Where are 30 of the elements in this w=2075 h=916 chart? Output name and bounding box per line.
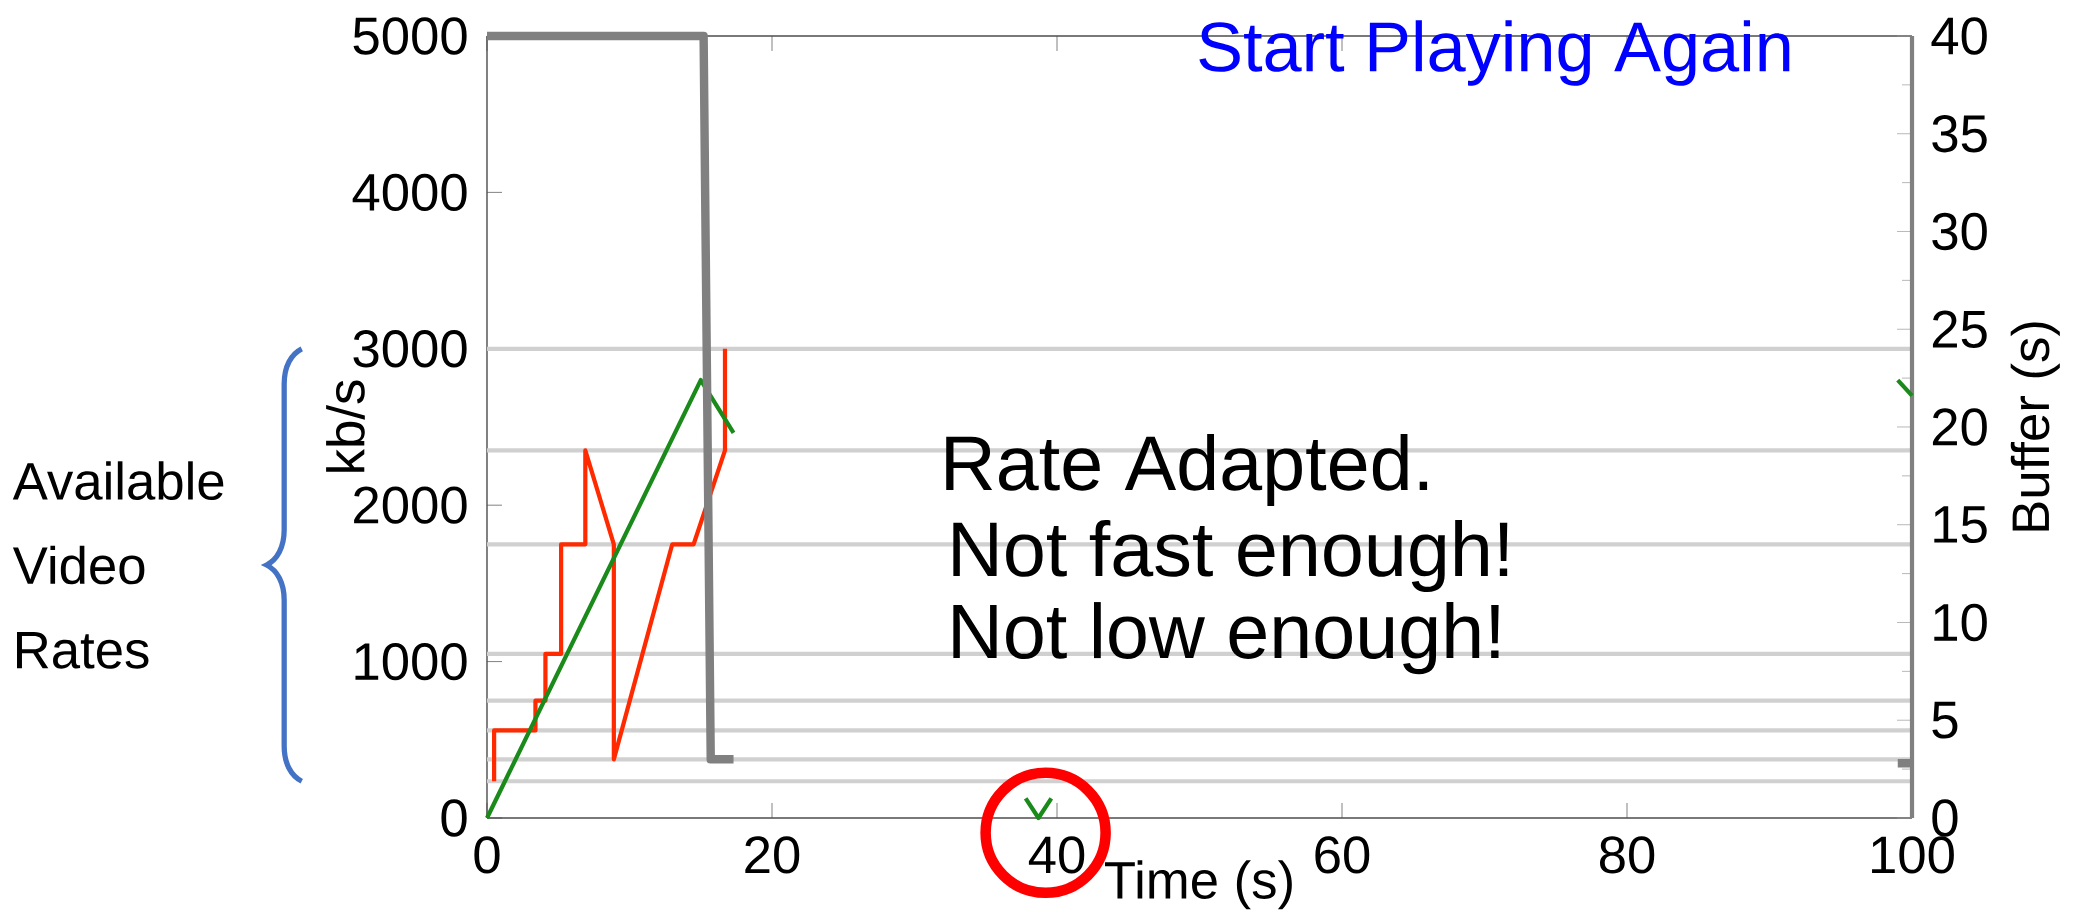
- annotation: Start Playing Again: [1199, 20, 1790, 86]
- y2-tick-label: 0: [1932, 799, 1958, 837]
- x-tick-label: 100: [1872, 836, 1954, 874]
- y2-tick-label: 35: [1932, 115, 1987, 153]
- y2-axis-title: Buffer (s): [2010, 322, 2060, 531]
- y-tick-label: 5000: [353, 17, 467, 55]
- x-tick-label: 0: [474, 836, 500, 874]
- y-tick-label: 0: [441, 799, 467, 837]
- text: Available Video Rates: [12, 461, 224, 669]
- x-axis-title: Time (s): [1105, 860, 1292, 910]
- x-tick-label: 20: [745, 836, 800, 874]
- annotation: Not low enough!: [953, 602, 1499, 675]
- y2-tick-label: 5: [1932, 701, 1958, 739]
- y2-tick-label: 20: [1932, 408, 1987, 446]
- y2-tick-label: 30: [1932, 212, 1987, 251]
- annotation: Not fast enough!: [953, 519, 1508, 593]
- y-tick-label: 2000: [354, 486, 467, 524]
- y-tick-label: 1000: [355, 642, 467, 681]
- y2-tick-label: 25: [1932, 310, 1987, 348]
- x-tick-label: 60: [1315, 836, 1370, 874]
- x-tick-label: 80: [1600, 836, 1655, 874]
- y2-tick-label: 15: [1934, 506, 1987, 544]
- annotation: Rate Adapted.: [946, 433, 1428, 507]
- line-series: [492, 346, 728, 784]
- y-axis-title: kb/s: [326, 380, 365, 472]
- x-tick-label: 40: [1028, 836, 1085, 874]
- y-tick-label: 3000: [353, 330, 467, 368]
- y2-tick-label: 40: [1931, 17, 1987, 55]
- y-tick-label: 4000: [352, 173, 467, 212]
- y2-tick-label: 10: [1934, 603, 1987, 642]
